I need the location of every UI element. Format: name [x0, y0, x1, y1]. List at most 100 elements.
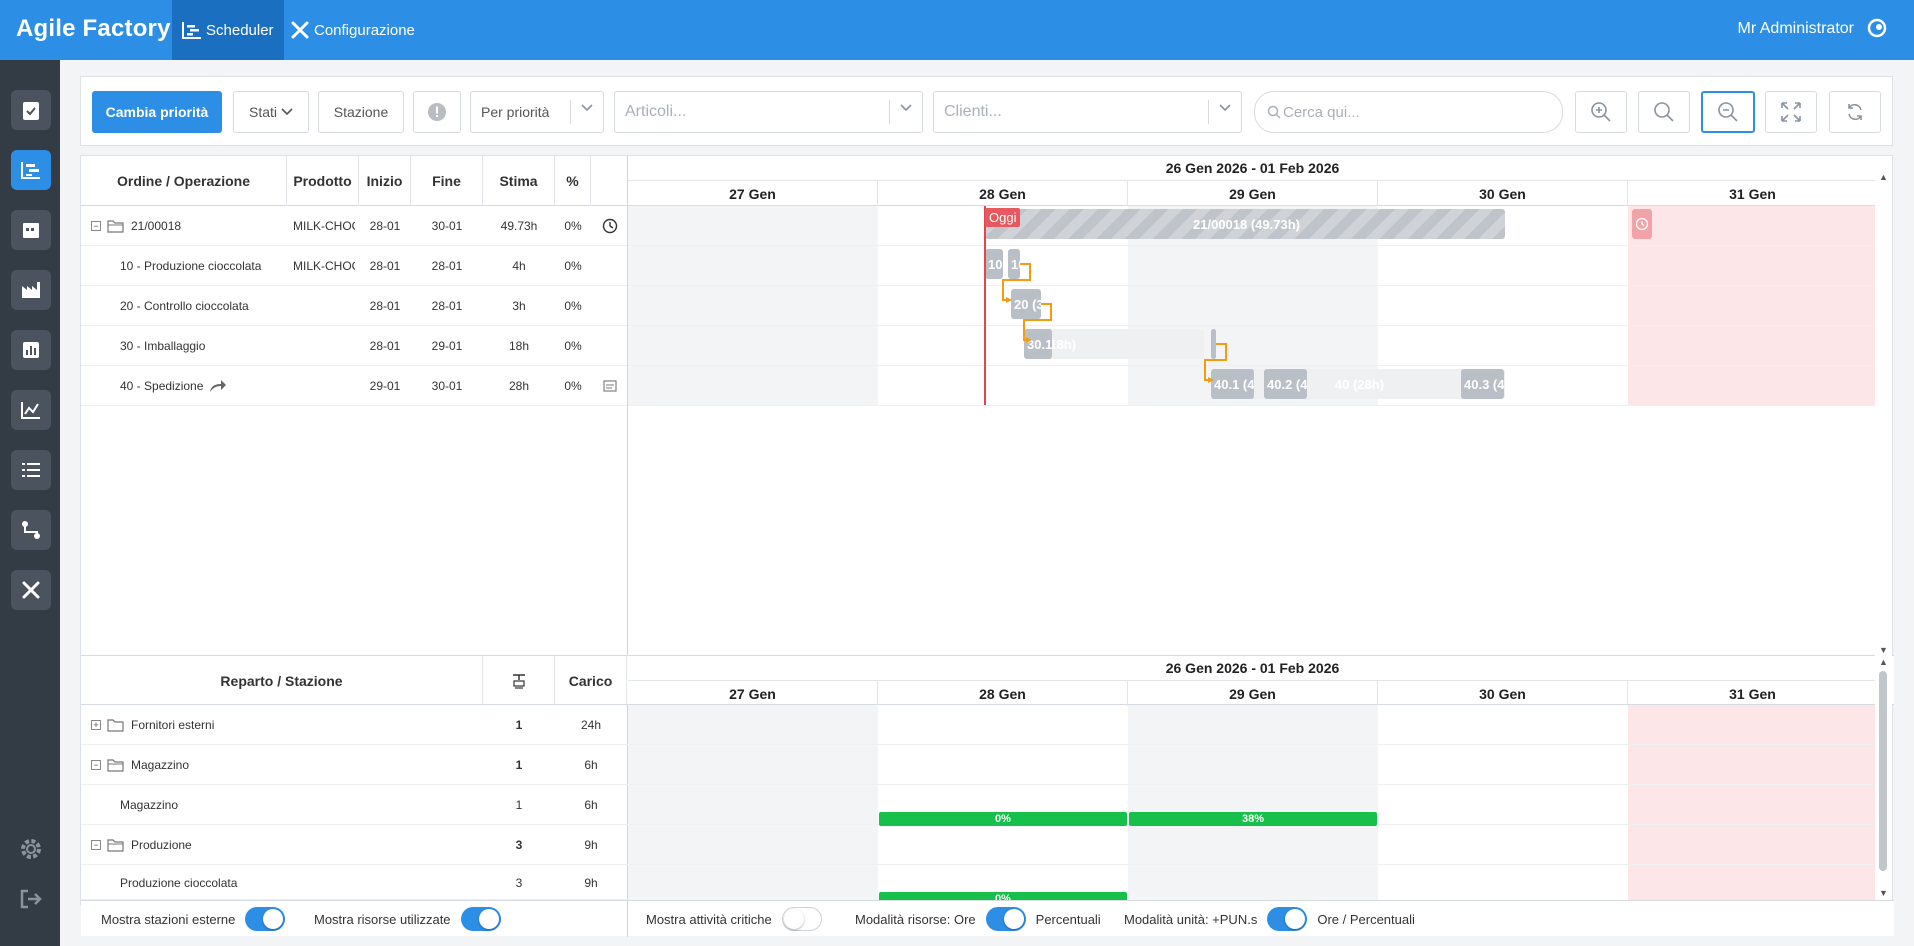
station-button[interactable]: Stazione — [318, 91, 404, 133]
load-row — [628, 745, 1877, 785]
station-group-row[interactable]: − Produzione 3 9h — [81, 825, 628, 865]
gantt-scrollbar[interactable]: ▲ ▼ — [1875, 172, 1892, 655]
scroll-thumb[interactable] — [1879, 671, 1887, 871]
sidebar-item-routing[interactable] — [11, 510, 51, 550]
sidebar-item-stats[interactable] — [11, 330, 51, 370]
sidebar-item-factory[interactable] — [11, 270, 51, 310]
col-header-dept[interactable]: Reparto / Stazione — [81, 656, 483, 706]
sidebar-item-scheduler[interactable] — [11, 150, 51, 190]
toggle-switch[interactable] — [1267, 907, 1308, 931]
nav-tab-scheduler[interactable]: Scheduler — [172, 0, 284, 60]
toggle-switch[interactable] — [985, 907, 1026, 931]
order-row[interactable]: − 21/00018 MILK-CHOC 28-01 30-01 49.73h … — [81, 206, 628, 246]
zoom-out-button[interactable] — [1701, 91, 1755, 133]
operation-start: 28-01 — [369, 339, 401, 353]
chevron-down-icon — [581, 104, 593, 112]
station-load: 6h — [584, 758, 598, 772]
deadline-marker[interactable] — [1632, 209, 1652, 239]
collapse-icon[interactable]: − — [91, 221, 101, 231]
col-header-percent[interactable]: % — [555, 156, 591, 206]
operation-start: 28-01 — [369, 259, 401, 273]
operation-bar[interactable]: 20 (3 — [1011, 289, 1041, 319]
col-header-resources[interactable] — [483, 656, 555, 706]
operation-bar[interactable]: 40.3 (4 — [1461, 369, 1504, 399]
toggle-external-stations[interactable]: Mostra stazioni esterne — [101, 901, 286, 937]
line-chart-icon — [21, 402, 40, 419]
col-header-start[interactable]: Inizio — [359, 156, 411, 206]
sidebar-item-list[interactable] — [11, 450, 51, 490]
gantt-body[interactable]: 21/00018 (49.73h) 10.1 10 20 (3 30 (18h)… — [628, 206, 1877, 406]
operation-bar[interactable]: 10 — [1008, 249, 1020, 279]
toggle-switch[interactable] — [781, 907, 822, 931]
toggle-switch[interactable] — [460, 907, 501, 931]
today-label: Oggi — [985, 208, 1021, 227]
order-end: 30-01 — [431, 219, 463, 233]
load-bar[interactable]: 0% — [879, 892, 1127, 900]
collapse-icon[interactable]: − — [91, 760, 101, 770]
folder-open-icon — [107, 839, 124, 852]
operation-bar[interactable]: 40.1 (4 — [1211, 369, 1254, 399]
nav-tab-configurazione[interactable]: Configurazione — [280, 0, 425, 60]
col-header-product[interactable]: Prodotto — [287, 156, 359, 206]
collapse-icon[interactable]: − — [91, 840, 101, 850]
splitter[interactable] — [627, 156, 628, 900]
sidebar-item-orders[interactable] — [11, 90, 51, 130]
col-header-load[interactable]: Carico — [555, 656, 627, 706]
operation-bar[interactable]: 40.2 (4 — [1264, 369, 1307, 399]
station-group-name: Fornitori esterni — [131, 718, 215, 732]
sidebar-item-tools[interactable] — [11, 570, 51, 610]
alert-filter-button[interactable] — [413, 91, 461, 133]
search-input[interactable]: Cerca qui... — [1254, 91, 1563, 133]
sort-select[interactable]: Per priorità — [470, 91, 604, 133]
load-bar[interactable]: 38% — [1129, 812, 1377, 826]
operation-row[interactable]: 30 - Imballaggio 28-01 29-01 18h 0% — [81, 326, 628, 366]
states-dropdown[interactable]: Stati — [233, 91, 309, 133]
user-menu-icon[interactable] — [1866, 17, 1888, 42]
operation-row[interactable]: 40 - Spedizione 29-01 30-01 28h 0% — [81, 366, 628, 406]
toggle-used-resources[interactable]: Mostra risorse utilizzate — [314, 901, 501, 937]
station-group-name: Produzione — [131, 838, 192, 852]
expand-icon[interactable]: + — [91, 720, 101, 730]
timeline-range: 26 Gen 2026 - 01 Feb 2026 — [628, 656, 1877, 681]
stations-scrollbar[interactable]: ▲ ▼ — [1875, 655, 1892, 900]
toggle-unit-mode[interactable]: Modalità unità: +PUN.s Ore / Percentuali — [1124, 901, 1415, 937]
operation-bar[interactable]: 30.1 — [1024, 329, 1052, 359]
col-header-end[interactable]: Fine — [411, 156, 483, 206]
timeline-day: 29 Gen — [1128, 681, 1378, 706]
sort-select-value: Per priorità — [481, 104, 550, 120]
station-group-row[interactable]: − Magazzino 1 6h — [81, 745, 628, 785]
zoom-in-button[interactable] — [1575, 91, 1627, 133]
toggle-resource-mode[interactable]: Modalità risorse: Ore Percentuali — [855, 901, 1101, 937]
search-icon — [1267, 105, 1281, 119]
tools-icon — [22, 581, 40, 599]
clients-select[interactable]: Clienti... — [933, 91, 1242, 133]
sidebar-item-calendar[interactable] — [11, 210, 51, 250]
sidebar-item-analytics[interactable] — [11, 390, 51, 430]
user-name[interactable]: Mr Administrator — [1737, 20, 1854, 37]
change-priority-button[interactable]: Cambia priorità — [92, 91, 222, 133]
sidebar-item-settings[interactable] — [18, 836, 44, 862]
zoom-reset-button[interactable] — [1638, 91, 1690, 133]
col-header-order[interactable]: Ordine / Operazione — [81, 156, 287, 206]
toggle-switch[interactable] — [245, 907, 286, 931]
station-count: 1 — [515, 798, 523, 812]
operation-bar[interactable]: 10.1 — [985, 249, 1003, 279]
load-bar[interactable]: 0% — [879, 812, 1127, 826]
articles-select[interactable]: Articoli... — [614, 91, 923, 133]
operation-bar[interactable] — [1211, 329, 1216, 359]
station-group-row[interactable]: + Fornitori esterni 1 24h — [81, 705, 628, 745]
operation-row[interactable]: 10 - Produzione cioccolata MILK-CHOC 28-… — [81, 246, 628, 286]
operation-row[interactable]: 20 - Controllo cioccolata 28-01 28-01 3h… — [81, 286, 628, 326]
fit-view-button[interactable] — [1765, 91, 1817, 133]
load-chart-body[interactable]: 0% 38% 0% — [628, 705, 1877, 900]
col-header-estimate[interactable]: Stima — [483, 156, 555, 206]
refresh-button[interactable] — [1829, 91, 1881, 133]
sidebar-item-logout[interactable] — [18, 886, 44, 912]
toggle-critical-activities[interactable]: Mostra attività critiche — [646, 901, 822, 937]
station-row[interactable]: Produzione cioccolata 3 9h — [81, 865, 628, 900]
operation-details-button[interactable] — [591, 366, 628, 406]
station-row[interactable]: Magazzino 1 6h — [81, 785, 628, 825]
order-bar[interactable]: 21/00018 (49.73h) — [985, 209, 1505, 239]
order-clock-button[interactable] — [591, 206, 628, 246]
expand-icon — [1781, 102, 1801, 122]
